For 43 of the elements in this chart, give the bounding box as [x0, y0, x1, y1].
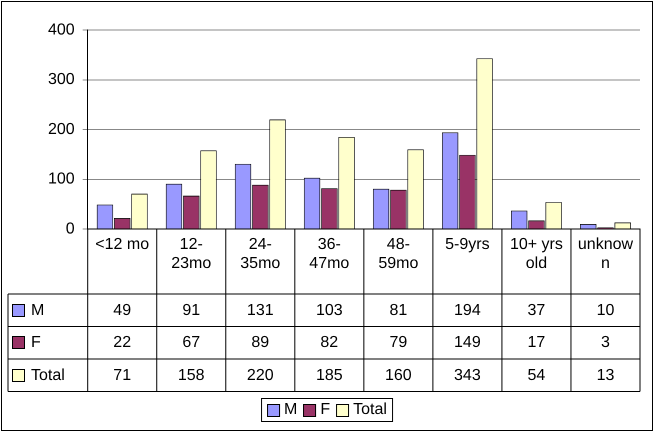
- x-tick-label: 10+ yrs old: [508, 235, 564, 273]
- data-label: 81: [389, 300, 408, 320]
- data-label: 91: [182, 300, 200, 320]
- data-label: 158: [178, 366, 205, 385]
- data-label: 160: [385, 366, 412, 385]
- data-label: 3: [601, 333, 610, 352]
- y-tick-label: 400: [48, 21, 75, 38]
- legend-label: M: [31, 300, 44, 320]
- y-tick-label: 200: [48, 120, 75, 138]
- data-label: 13: [596, 366, 614, 385]
- legend-label: Total: [31, 366, 65, 385]
- data-label: 89: [251, 333, 270, 352]
- text: F: [320, 401, 330, 418]
- data-label: 82: [320, 333, 338, 352]
- data-label: 79: [389, 333, 408, 352]
- x-tick-label: <12 mo: [95, 235, 150, 254]
- x-tick-label: 36-47mo: [308, 235, 350, 273]
- y-tick-label: 300: [48, 71, 75, 88]
- data-label: 49: [113, 300, 132, 320]
- x-tick-label: 24-35mo: [239, 235, 282, 273]
- data-label: 149: [454, 333, 481, 352]
- text: M: [284, 401, 298, 418]
- text: Total: [353, 401, 387, 418]
- x-tick-label: 12-23mo: [170, 235, 212, 273]
- data-label: 37: [528, 300, 546, 320]
- y-tick-label: 100: [48, 170, 75, 188]
- data-label: 220: [246, 366, 274, 385]
- legend-label: F: [31, 333, 41, 352]
- x-tick-label: 48-59mo: [377, 235, 420, 273]
- data-label: 54: [528, 366, 546, 385]
- data-label: 71: [113, 366, 132, 385]
- data-label: 343: [454, 366, 481, 385]
- data-label: 17: [528, 333, 546, 352]
- data-label: 10: [596, 300, 614, 320]
- data-label: 67: [182, 333, 200, 352]
- data-label: 103: [316, 300, 343, 320]
- data-label: 194: [454, 300, 481, 320]
- data-label: 131: [246, 300, 274, 320]
- data-label: 185: [316, 366, 343, 385]
- x-tick-label: unknown: [576, 235, 634, 273]
- x-tick-label: 5-9yrs: [445, 235, 490, 254]
- data-label: 22: [113, 333, 132, 352]
- y-tick-label: 0: [66, 220, 75, 238]
